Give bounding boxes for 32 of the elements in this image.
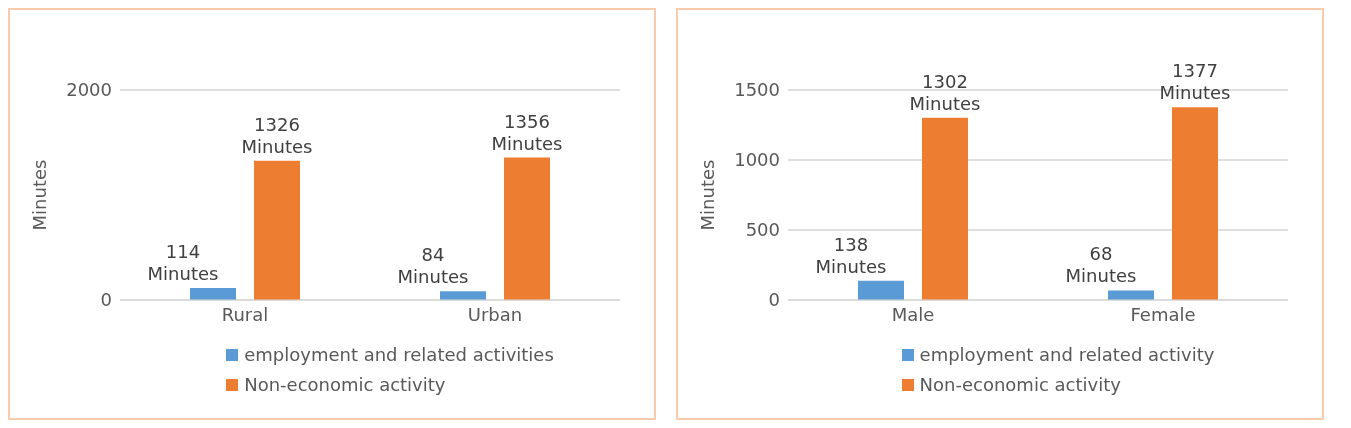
data-label: 1356 Minutes [491, 110, 563, 154]
y-tick-label: 1500 [734, 79, 780, 101]
legend-label: employment and related activities [244, 343, 554, 367]
data-label: 114 Minutes [147, 241, 219, 285]
data-label: 138 Minutes [815, 233, 887, 277]
bar [254, 160, 300, 300]
data-label: 1326 Minutes [241, 113, 313, 157]
bar [1108, 290, 1154, 300]
bar [190, 288, 236, 300]
legend-label: Non-economic activity [244, 373, 446, 397]
legend-label: employment and related activity [919, 343, 1215, 367]
bar [440, 291, 486, 300]
y-tick-label: 0 [100, 289, 112, 311]
x-tick-label: Urban [467, 303, 523, 325]
data-label: 1302 Minutes [909, 70, 981, 114]
y-axis-title: Minutes [29, 159, 51, 231]
data-label: 1377 Minutes [1159, 60, 1231, 104]
y-axis-title: Minutes [697, 159, 719, 231]
bar [858, 280, 904, 300]
y-tick-label: 0 [768, 289, 780, 311]
bar [922, 117, 968, 300]
data-label: 84 Minutes [397, 244, 469, 288]
y-tick-label: 500 [745, 219, 780, 241]
data-label: 68 Minutes [1065, 243, 1137, 287]
bar [1172, 107, 1218, 300]
y-tick-label: 1000 [734, 149, 780, 171]
x-tick-label: Rural [221, 303, 269, 325]
legend-label: Non-economic activity [919, 373, 1121, 397]
bar [504, 157, 550, 300]
x-tick-label: Female [1130, 303, 1196, 325]
x-tick-label: Male [891, 303, 935, 325]
y-tick-label: 2000 [66, 79, 112, 101]
